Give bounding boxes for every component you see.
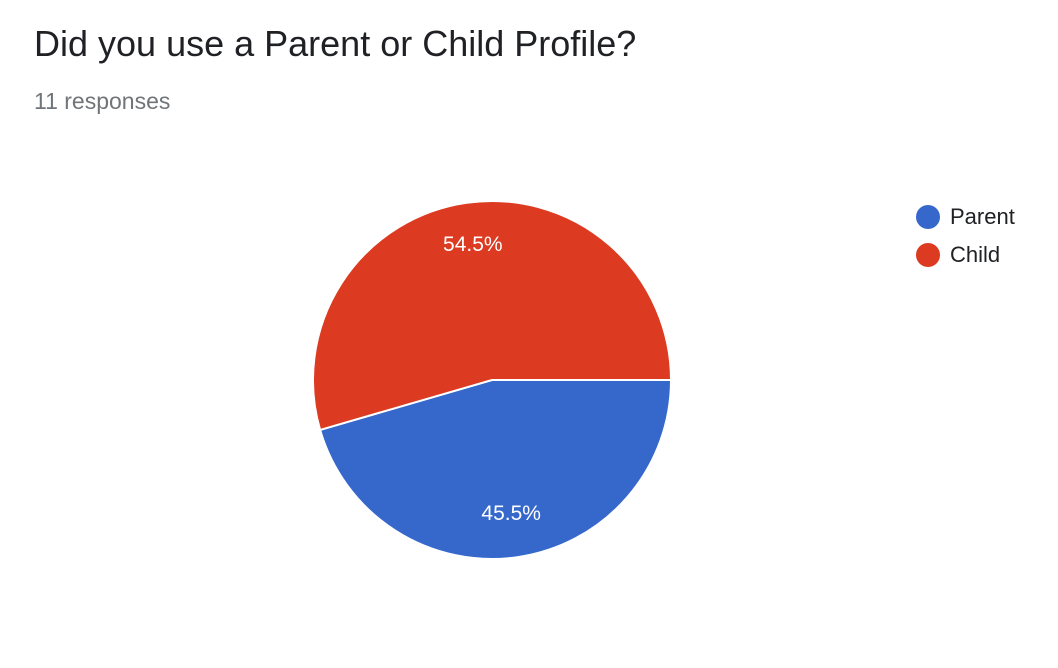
pie-label-parent: 45.5%	[481, 502, 541, 525]
pie-slice-child[interactable]	[312, 200, 673, 432]
legend-swatch-child	[916, 243, 940, 267]
legend-label-child: Child	[950, 242, 1001, 267]
pie-label-child: 54.5%	[443, 233, 503, 256]
legend-item-parent[interactable]: Parent	[916, 198, 1015, 236]
legend-swatch-parent	[916, 205, 940, 229]
response-count: 11 responses	[34, 88, 171, 114]
pie-slice-parent[interactable]	[318, 379, 673, 560]
legend: Parent Child	[916, 198, 1015, 274]
legend-item-child[interactable]: Child	[916, 236, 1015, 274]
legend-label-parent: Parent	[950, 204, 1015, 229]
chart-title: Did you use a Parent or Child Profile?	[34, 23, 637, 64]
